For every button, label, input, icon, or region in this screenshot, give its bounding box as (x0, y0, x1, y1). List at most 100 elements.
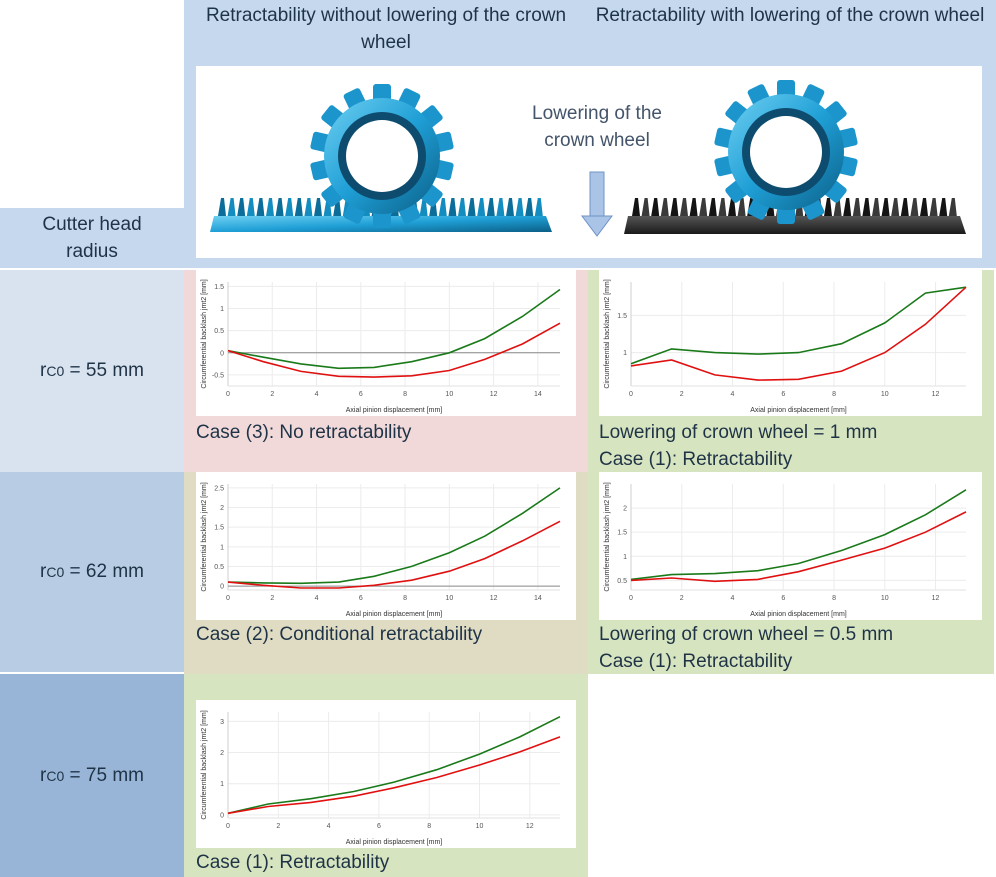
case-caption: Case (1): Retractability (599, 651, 793, 672)
y-tick-label: 0 (220, 350, 224, 357)
green-series-line (630, 489, 967, 581)
y-tick-label: 2 (220, 750, 224, 757)
right-pinion (714, 80, 858, 224)
x-tick-label: 10 (881, 391, 889, 398)
red-series-line (227, 520, 561, 589)
x-tick-label: 10 (881, 595, 889, 602)
chart-r1-right: 0 2 4 6 8 10 12 1 1.5 Axial pinion displacement [… (599, 270, 982, 416)
case-caption: Case (1): Retractability (196, 852, 390, 873)
y-tick-label: 1.5 (617, 313, 627, 320)
case-caption: Case (3): No retractability (196, 422, 412, 443)
x-tick-label: 6 (781, 595, 785, 602)
x-tick-label: 14 (534, 595, 542, 602)
left-pinion (310, 84, 454, 228)
y-tick-label: 1 (220, 544, 224, 551)
x-tick-label: 12 (490, 595, 498, 602)
lowering-label: Lowering of the crown wheel (532, 103, 662, 151)
y-tick-label: 1.5 (214, 525, 224, 532)
red-series-line (227, 322, 561, 378)
x-tick-label: 2 (270, 391, 274, 398)
x-tick-label: 8 (832, 391, 836, 398)
x-tick-label: 12 (932, 595, 940, 602)
y-tick-label: 0 (220, 812, 224, 819)
y-tick-label: 1 (623, 350, 627, 357)
x-tick-label: 0 (226, 391, 230, 398)
cell-r2-right: 0 2 4 6 8 10 12 0.5 1 1.5 2 Axial pinion displaceme… (588, 472, 994, 674)
y-axis-label: Circumferential backlash jmt2 [mm] (201, 482, 208, 591)
chart-r3-left: 0 2 4 6 8 10 12 0 1 2 3 Axial pinion displacement [… (196, 700, 576, 848)
red-series-line (630, 511, 967, 583)
y-tick-label: 0.5 (214, 564, 224, 571)
y-tick-label: 0.5 (214, 328, 224, 335)
case-caption: Case (1): Retractability (599, 449, 793, 470)
y-tick-label: 2.5 (214, 485, 224, 492)
green-series-line (227, 288, 561, 370)
x-tick-label: 4 (731, 595, 735, 602)
y-axis-label: Circumferential backlash jmt2 [mm] (604, 482, 611, 591)
x-tick-label: 6 (359, 595, 363, 602)
y-axis-label: Circumferential backlash jmt2 [mm] (604, 279, 611, 388)
gear-illustration (210, 80, 966, 237)
y-tick-label: 1 (220, 306, 224, 313)
y-axis-label: Circumferential backlash jmt2 [mm] (201, 279, 208, 388)
chart-r1-left-svg: 0 2 4 6 8 10 12 14 -0.5 0 0.5 1 1.5 Axial pinion disp… (201, 279, 561, 414)
chart-r2-right-svg: 0 2 4 6 8 10 12 0.5 1 1.5 2 Axial pinion displaceme… (604, 482, 967, 618)
row-label-75: rC0 = 75 mm (0, 674, 184, 877)
y-tick-label: 1 (220, 781, 224, 788)
chart-r1-left: 0 2 4 6 8 10 12 14 -0.5 0 0.5 1 1.5 Axial pinion disp… (196, 270, 576, 416)
x-tick-label: 6 (781, 391, 785, 398)
radius-label: rC0 = 75 mm (40, 764, 144, 786)
x-axis-label: Axial pinion displacement [mm] (346, 839, 443, 846)
y-tick-label: 3 (220, 719, 224, 726)
x-tick-label: 0 (226, 595, 230, 602)
x-tick-label: 4 (327, 823, 331, 830)
x-tick-label: 0 (629, 595, 633, 602)
x-tick-label: 4 (731, 391, 735, 398)
row-label-55: rC0 = 55 mm (0, 270, 184, 472)
radius-label: rC0 = 55 mm (40, 360, 144, 381)
lowering-caption: Lowering of crown wheel = 1 mm (599, 422, 878, 443)
x-tick-label: 6 (359, 391, 363, 398)
x-tick-label: 8 (403, 595, 407, 602)
radius-label: rC0 = 62 mm (40, 561, 144, 582)
x-tick-label: 6 (377, 823, 381, 830)
x-tick-label: 12 (932, 391, 940, 398)
cutter-head-radius-label: Cutter head radius (42, 214, 142, 262)
right-column-title: Retractability with lowering of the crow… (595, 5, 985, 26)
y-tick-label: 1.5 (617, 530, 627, 537)
x-tick-label: 2 (270, 595, 274, 602)
x-axis-label: Axial pinion displacement [mm] (346, 611, 443, 618)
x-tick-label: 8 (427, 823, 431, 830)
lowering-caption: Lowering of crown wheel = 0.5 mm (599, 624, 894, 645)
chart-r1-right-svg: 0 2 4 6 8 10 12 1 1.5 Axial pinion displacement [… (604, 279, 967, 414)
y-tick-label: 0.5 (617, 578, 627, 585)
y-tick-label: 2 (623, 506, 627, 513)
y-axis-label: Circumferential backlash jmt2 [mm] (201, 710, 208, 819)
chart-r2-left: 0 2 4 6 8 10 12 14 0 0.5 1 1.5 2 2.5 Axial pinion disp… (196, 472, 576, 620)
red-series-line (630, 286, 967, 381)
green-series-line (227, 487, 561, 585)
cell-r3-left: 0 2 4 6 8 10 12 0 1 2 3 Axial pinion displacement [… (184, 674, 588, 877)
x-tick-label: 0 (629, 391, 633, 398)
y-tick-label: 0 (220, 584, 224, 591)
cell-r2-left: 0 2 4 6 8 10 12 14 0 0.5 1 1.5 2 2.5 Axial pinion disp… (184, 472, 588, 674)
x-tick-label: 2 (680, 595, 684, 602)
y-tick-label: 2 (220, 505, 224, 512)
x-tick-label: 4 (315, 595, 319, 602)
x-tick-label: 4 (315, 391, 319, 398)
y-tick-label: 1 (623, 554, 627, 561)
x-tick-label: 12 (526, 823, 534, 830)
y-tick-label: 1.5 (214, 284, 224, 291)
x-tick-label: 10 (445, 595, 453, 602)
x-tick-label: 10 (476, 823, 484, 830)
x-axis-label: Axial pinion displacement [mm] (750, 611, 847, 618)
green-series-line (630, 286, 967, 365)
x-tick-label: 2 (276, 823, 280, 830)
x-tick-label: 10 (445, 391, 453, 398)
cell-r1-left: 0 2 4 6 8 10 12 14 -0.5 0 0.5 1 1.5 Axial pinion disp… (184, 270, 588, 472)
x-tick-label: 2 (680, 391, 684, 398)
case-caption: Case (2): Conditional retractability (196, 624, 483, 645)
left-column-title: Retractability without lowering of the c… (205, 5, 567, 53)
row-label-62: rC0 = 62 mm (0, 472, 184, 672)
